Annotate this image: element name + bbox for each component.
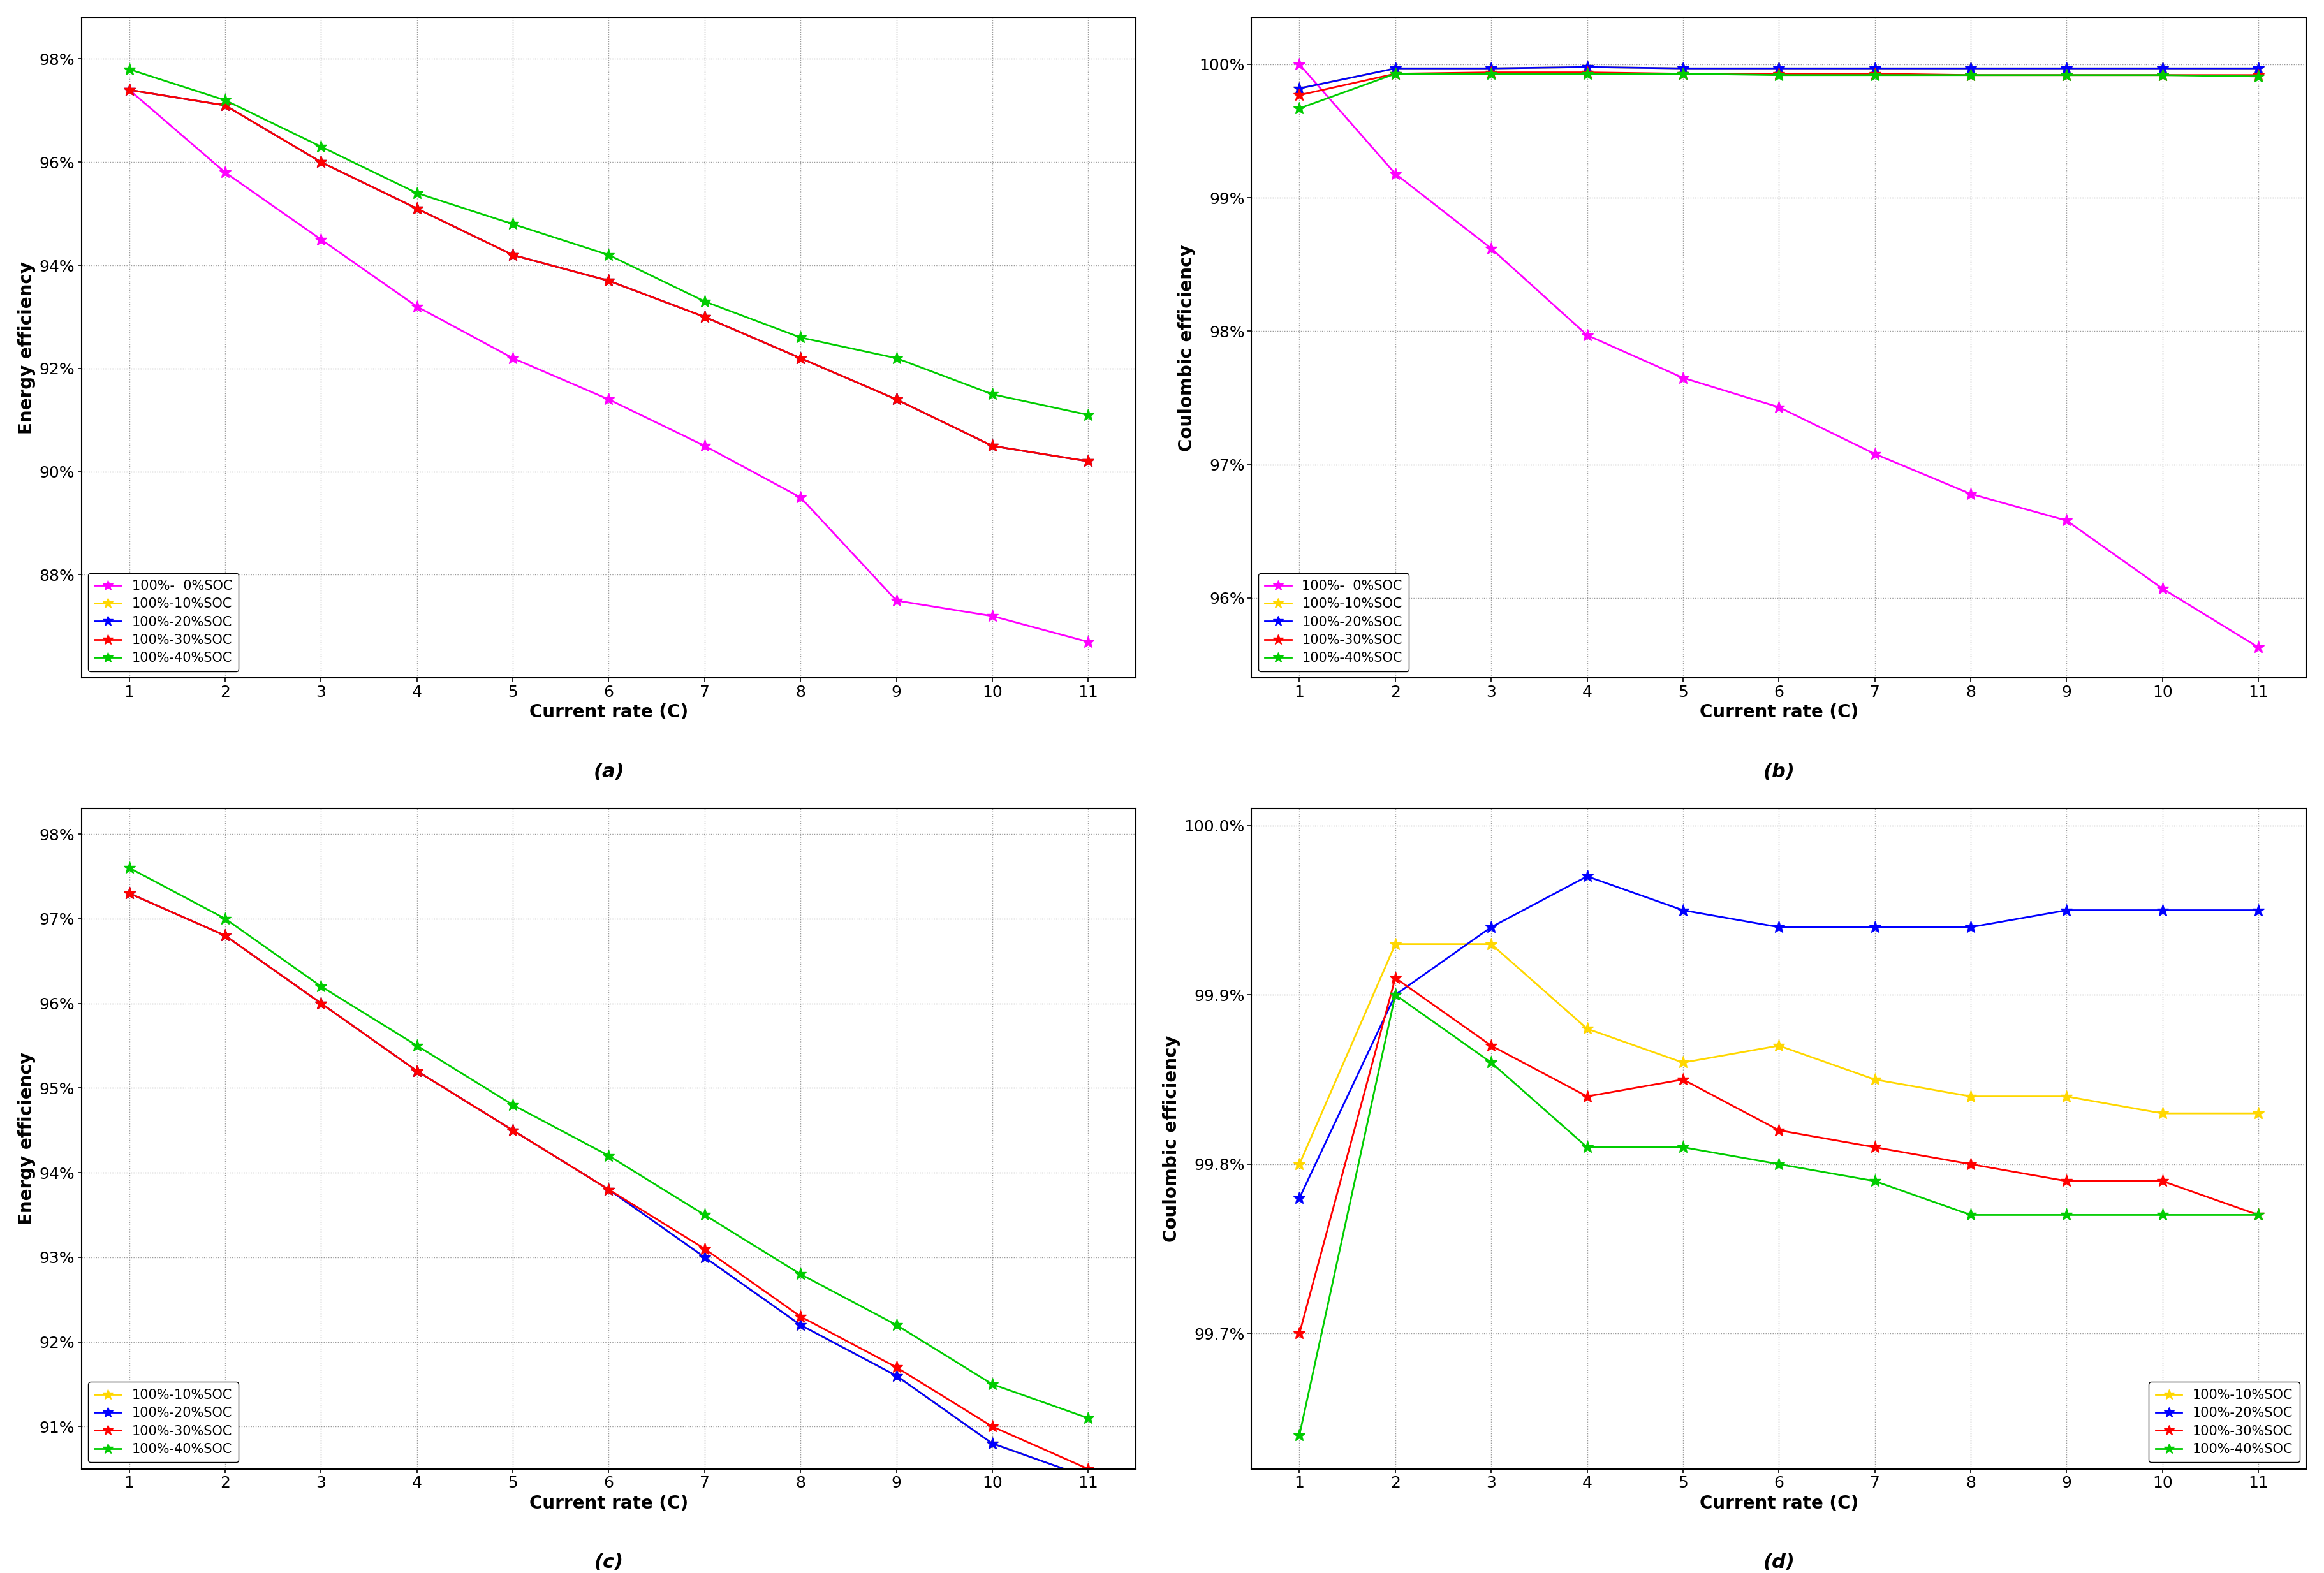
Text: (b): (b)	[1764, 763, 1794, 780]
X-axis label: Current rate (C): Current rate (C)	[1699, 1494, 1859, 1512]
X-axis label: Current rate (C): Current rate (C)	[530, 703, 688, 722]
Legend: 100%-  0%SOC, 100%-10%SOC, 100%-20%SOC, 100%-30%SOC, 100%-40%SOC: 100%- 0%SOC, 100%-10%SOC, 100%-20%SOC, 1…	[88, 573, 239, 672]
Legend: 100%-  0%SOC, 100%-10%SOC, 100%-20%SOC, 100%-30%SOC, 100%-40%SOC: 100%- 0%SOC, 100%-10%SOC, 100%-20%SOC, 1…	[1257, 573, 1408, 672]
Y-axis label: Energy efficiency: Energy efficiency	[19, 1052, 35, 1225]
Legend: 100%-10%SOC, 100%-20%SOC, 100%-30%SOC, 100%-40%SOC: 100%-10%SOC, 100%-20%SOC, 100%-30%SOC, 1…	[88, 1383, 239, 1463]
Y-axis label: Coulombic efficiency: Coulombic efficiency	[1178, 244, 1197, 451]
Y-axis label: Energy efficiency: Energy efficiency	[19, 261, 35, 434]
Y-axis label: Coulombic efficiency: Coulombic efficiency	[1162, 1035, 1181, 1243]
Text: (c): (c)	[595, 1553, 623, 1571]
Text: (a): (a)	[593, 763, 625, 780]
Legend: 100%-10%SOC, 100%-20%SOC, 100%-30%SOC, 100%-40%SOC: 100%-10%SOC, 100%-20%SOC, 100%-30%SOC, 1…	[2150, 1383, 2301, 1463]
X-axis label: Current rate (C): Current rate (C)	[1699, 703, 1859, 722]
Text: (d): (d)	[1764, 1553, 1794, 1571]
X-axis label: Current rate (C): Current rate (C)	[530, 1494, 688, 1512]
